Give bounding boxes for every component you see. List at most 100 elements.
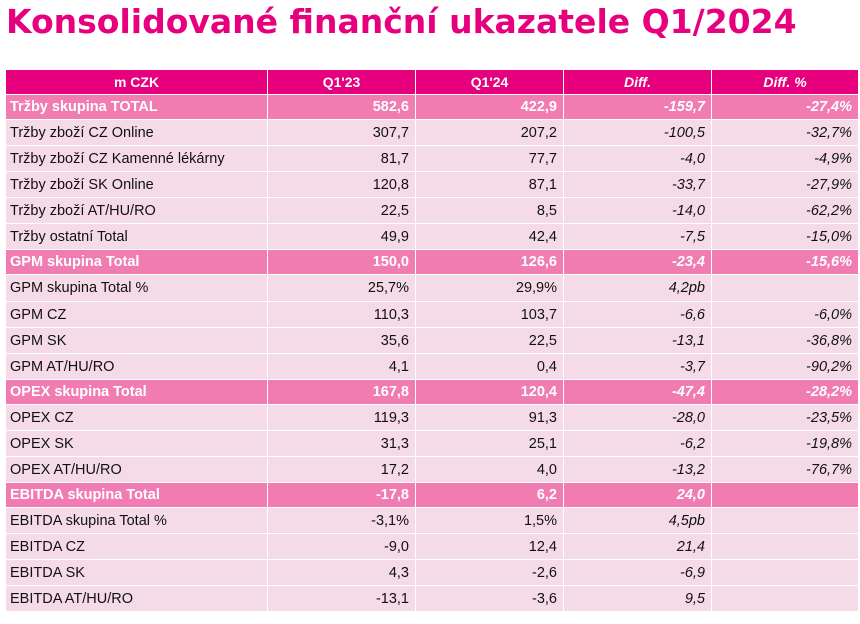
- cell-q1-23: 110,3: [267, 301, 416, 328]
- cell-diff-pct: -62,2%: [711, 197, 859, 224]
- cell-q1-23: 307,7: [267, 119, 416, 146]
- cell-q1-24: -3,6: [415, 585, 564, 612]
- cell-q1-24: 8,5: [415, 197, 564, 224]
- table-row: Tržby zboží CZ Online 307,7 207,2 -100,5 -32…: [5, 119, 859, 146]
- cell-q1-23: 120,8: [267, 171, 416, 198]
- table-total-row: OPEX skupina Total 167,8 120,4 -47,4 -28,2%: [5, 379, 859, 405]
- cell-q1-24: 4,0: [415, 456, 564, 483]
- cell-diff: -6,2: [563, 430, 712, 457]
- row-label: GPM CZ: [5, 301, 268, 328]
- table-row: Tržby zboží CZ Kamenné lékárny 81,7 77,7 -4…: [5, 145, 859, 172]
- row-label: EBITDA CZ: [5, 533, 268, 560]
- cell-diff-pct: -36,8%: [711, 327, 859, 354]
- cell-diff-pct: -15,6%: [711, 249, 859, 275]
- cell-diff: 4,2pb: [563, 274, 712, 302]
- row-label: Tržby ostatní Total: [5, 223, 268, 250]
- cell-diff-pct: -27,9%: [711, 171, 859, 198]
- page-title: Konsolidované finanční ukazatele Q1/2024: [6, 2, 797, 41]
- cell-diff: 21,4: [563, 533, 712, 560]
- cell-diff-pct: -27,4%: [711, 94, 859, 120]
- cell-q1-23: 119,3: [267, 404, 416, 431]
- table-total-row: EBITDA skupina Total -17,8 6,2 24,0: [5, 482, 859, 508]
- cell-diff: -3,7: [563, 353, 712, 380]
- cell-q1-23: -9,0: [267, 533, 416, 560]
- header-diff-pct: Diff. %: [711, 69, 859, 95]
- cell-q1-24: 103,7: [415, 301, 564, 328]
- cell-diff-pct: -90,2%: [711, 353, 859, 380]
- cell-q1-23: -13,1: [267, 585, 416, 612]
- header-diff: Diff.: [563, 69, 712, 95]
- cell-q1-24: 42,4: [415, 223, 564, 250]
- cell-q1-24: 207,2: [415, 119, 564, 146]
- table-row: OPEX AT/HU/RO 17,2 4,0 -13,2 -76,7%: [5, 456, 859, 483]
- row-label: Tržby zboží AT/HU/RO: [5, 197, 268, 224]
- cell-q1-24: 1,5%: [415, 507, 564, 534]
- cell-q1-24: 91,3: [415, 404, 564, 431]
- cell-diff: -100,5: [563, 119, 712, 146]
- cell-q1-24: 12,4: [415, 533, 564, 560]
- row-label: GPM skupina Total %: [5, 274, 268, 302]
- table-row: GPM AT/HU/RO 4,1 0,4 -3,7 -90,2%: [5, 353, 859, 380]
- cell-diff-pct: -6,0%: [711, 301, 859, 328]
- cell-diff-pct: [711, 482, 859, 508]
- row-label: Tržby skupina TOTAL: [5, 94, 268, 120]
- cell-diff: 24,0: [563, 482, 712, 508]
- header-q1-23: Q1'23: [267, 69, 416, 95]
- cell-diff-pct: [711, 559, 859, 586]
- cell-diff-pct: [711, 507, 859, 534]
- cell-q1-23: -3,1%: [267, 507, 416, 534]
- table-row: GPM skupina Total % 25,7% 29,9% 4,2pb: [5, 274, 859, 302]
- header-q1-24: Q1'24: [415, 69, 564, 95]
- table-total-row: Tržby skupina TOTAL 582,6 422,9 -159,7 -27,4…: [5, 94, 859, 120]
- cell-diff-pct: [711, 585, 859, 612]
- table-row: EBITDA SK 4,3 -2,6 -6,9: [5, 559, 859, 586]
- row-label: OPEX SK: [5, 430, 268, 457]
- row-label: OPEX skupina Total: [5, 379, 268, 405]
- cell-q1-23: 31,3: [267, 430, 416, 457]
- table-row: OPEX SK 31,3 25,1 -6,2 -19,8%: [5, 430, 859, 457]
- cell-diff-pct: [711, 274, 859, 302]
- cell-diff-pct: -19,8%: [711, 430, 859, 457]
- table-row: GPM CZ 110,3 103,7 -6,6 -6,0%: [5, 301, 859, 328]
- row-label: GPM skupina Total: [5, 249, 268, 275]
- cell-q1-23: 582,6: [267, 94, 416, 120]
- row-label: OPEX CZ: [5, 404, 268, 431]
- cell-diff: -33,7: [563, 171, 712, 198]
- financial-table: m CZK Q1'23 Q1'24 Diff. Diff. % Tržby sk…: [5, 69, 859, 612]
- row-label: GPM AT/HU/RO: [5, 353, 268, 380]
- cell-q1-23: 49,9: [267, 223, 416, 250]
- cell-diff: -47,4: [563, 379, 712, 405]
- cell-q1-24: 87,1: [415, 171, 564, 198]
- cell-diff: -14,0: [563, 197, 712, 224]
- cell-diff: -28,0: [563, 404, 712, 431]
- cell-q1-23: 17,2: [267, 456, 416, 483]
- table-row: Tržby zboží AT/HU/RO 22,5 8,5 -14,0 -62,2%: [5, 197, 859, 224]
- row-label: EBITDA skupina Total %: [5, 507, 268, 534]
- cell-diff: -159,7: [563, 94, 712, 120]
- row-label: EBITDA AT/HU/RO: [5, 585, 268, 612]
- row-label: Tržby zboží SK Online: [5, 171, 268, 198]
- cell-q1-24: 126,6: [415, 249, 564, 275]
- cell-q1-24: 22,5: [415, 327, 564, 354]
- cell-q1-23: 35,6: [267, 327, 416, 354]
- cell-q1-24: 422,9: [415, 94, 564, 120]
- cell-q1-23: 4,1: [267, 353, 416, 380]
- cell-q1-23: 25,7%: [267, 274, 416, 302]
- table-row: Tržby zboží SK Online 120,8 87,1 -33,7 -27,9…: [5, 171, 859, 198]
- row-label: EBITDA skupina Total: [5, 482, 268, 508]
- cell-diff: -4,0: [563, 145, 712, 172]
- row-label: EBITDA SK: [5, 559, 268, 586]
- cell-q1-24: 120,4: [415, 379, 564, 405]
- cell-q1-23: 22,5: [267, 197, 416, 224]
- cell-q1-23: 150,0: [267, 249, 416, 275]
- cell-q1-23: 167,8: [267, 379, 416, 405]
- table-row: EBITDA AT/HU/RO -13,1 -3,6 9,5: [5, 585, 859, 612]
- cell-diff: -6,6: [563, 301, 712, 328]
- table-total-row: GPM skupina Total 150,0 126,6 -23,4 -15,6%: [5, 249, 859, 275]
- table-header-row: m CZK Q1'23 Q1'24 Diff. Diff. %: [5, 69, 859, 95]
- cell-diff: -13,1: [563, 327, 712, 354]
- table-row: GPM SK 35,6 22,5 -13,1 -36,8%: [5, 327, 859, 354]
- row-label: Tržby zboží CZ Kamenné lékárny: [5, 145, 268, 172]
- cell-diff: -13,2: [563, 456, 712, 483]
- row-label: Tržby zboží CZ Online: [5, 119, 268, 146]
